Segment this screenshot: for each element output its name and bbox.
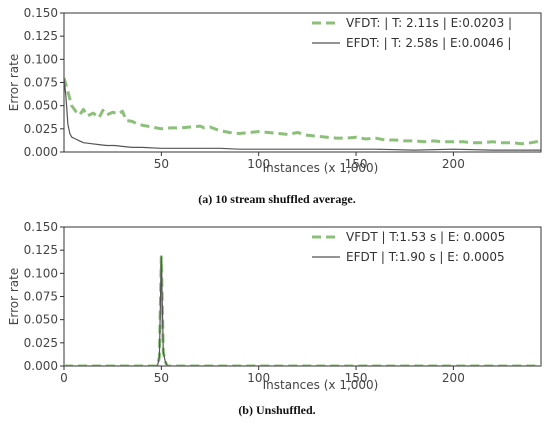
y-tick-label: 0.100 — [24, 266, 58, 280]
x-tick-label: 50 — [154, 157, 169, 171]
y-tick-label: 0.125 — [24, 243, 58, 257]
legend-label: EFDT | T:1.90 s | E: 0.0005 — [346, 250, 505, 264]
chart-a: 0.000 0.025 0.050 0.075 0.100 0.125 0.150 50 100… — [7, 6, 542, 206]
x-tick-label: 100 — [247, 157, 270, 171]
x-tick-label: 150 — [345, 371, 368, 385]
series-line-vfdt — [64, 255, 541, 366]
x-tick-label: 50 — [154, 371, 169, 385]
x-tick-label: 0 — [60, 371, 68, 385]
x-tick-label: 200 — [442, 157, 465, 171]
y-axis-label: Error rate — [7, 268, 21, 325]
y-tick-label: 0.025 — [24, 122, 58, 136]
y-axis-label: Error rate — [7, 54, 21, 111]
series-line-efdt — [64, 77, 541, 151]
series-line-efdt — [64, 256, 541, 366]
figure-caption: (b) Unshuffled. — [238, 403, 315, 417]
y-tick-label: 0.050 — [24, 313, 58, 327]
legend-label: VFDT: | T: 2.11s | E:0.0203 | — [346, 16, 512, 30]
y-tick-label: 0.125 — [24, 29, 58, 43]
plot-frame — [63, 226, 542, 367]
y-tick-label: 0.075 — [24, 76, 58, 90]
chart-b: 0.000 0.025 0.050 0.075 0.100 0.125 0.150 0 50 10… — [7, 220, 542, 417]
series-line-vfdt — [64, 77, 541, 146]
x-tick-label: 100 — [247, 371, 270, 385]
figure-caption: (a) 10 stream shuffled average. — [198, 192, 355, 206]
y-tick-label: 0.000 — [24, 359, 58, 373]
y-tick-label: 0.075 — [24, 290, 58, 304]
plot-frame — [63, 12, 542, 153]
x-axis-label: Instances (x 1,000) — [263, 161, 379, 175]
y-tick-label: 0.050 — [24, 99, 58, 113]
legend-label: VFDT | T:1.53 s | E: 0.0005 — [346, 230, 505, 244]
y-tick-label: 0.025 — [24, 336, 58, 350]
x-axis-label: Instances (x 1,000) — [263, 378, 379, 392]
x-tick-label: 200 — [442, 371, 465, 385]
y-tick-label: 0.150 — [24, 6, 58, 20]
y-tick-label: 0.000 — [24, 145, 58, 159]
y-tick-label: 0.100 — [24, 52, 58, 66]
x-tick-label: 150 — [345, 157, 368, 171]
legend-label: EFDT: | T: 2.58s | E:0.0046 | — [346, 36, 511, 50]
y-tick-label: 0.150 — [24, 220, 58, 234]
